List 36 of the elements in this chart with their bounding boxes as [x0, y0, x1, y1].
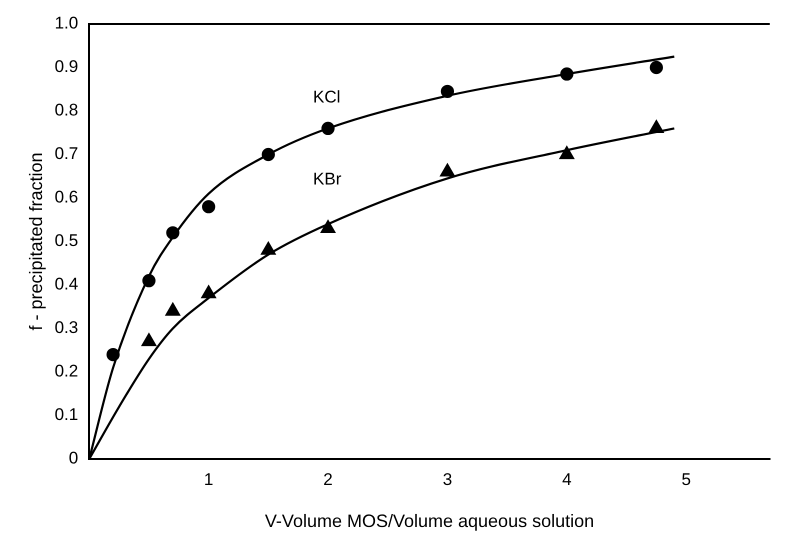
- point: [560, 146, 574, 160]
- y-tick-label: 0.4: [54, 274, 78, 294]
- x-tick-label: 3: [442, 470, 452, 489]
- point: [321, 122, 335, 135]
- y-tick-label: 0.7: [54, 144, 78, 164]
- y-tick-label: 0.8: [54, 100, 78, 120]
- x-axis-title: V-Volume MOS/Volume aqueous solution: [264, 511, 594, 532]
- point: [201, 286, 216, 298]
- y-tick-label: 0.1: [54, 405, 78, 424]
- y-tick-label: 0.9: [54, 57, 78, 76]
- y-tick-label: 0: [68, 448, 78, 468]
- point: [560, 67, 574, 81]
- point: [166, 303, 180, 316]
- point: [202, 200, 216, 214]
- y-tick-label: 1.0: [54, 14, 78, 33]
- point: [320, 220, 336, 234]
- point: [261, 242, 276, 255]
- y-tick-label: 0.3: [54, 318, 78, 338]
- x-tick-label: 2: [323, 470, 333, 489]
- series-label: KCl: [313, 88, 340, 107]
- x-tick-label: 1: [204, 470, 214, 489]
- point: [262, 148, 275, 162]
- point: [650, 60, 663, 74]
- point: [142, 333, 156, 346]
- y-tick-label: 0.5: [54, 231, 78, 250]
- point: [142, 274, 156, 288]
- point: [440, 84, 454, 98]
- x-tick-label: 4: [562, 470, 572, 489]
- point: [166, 226, 180, 240]
- point: [440, 164, 455, 176]
- x-tick-label: 5: [681, 470, 691, 489]
- y-tick-label: 0.2: [54, 362, 78, 381]
- y-axis-title: f - precipitated fraction: [26, 152, 46, 331]
- point: [649, 120, 664, 133]
- y-tick-label: 0.6: [54, 188, 78, 207]
- text: KBr: [313, 170, 342, 189]
